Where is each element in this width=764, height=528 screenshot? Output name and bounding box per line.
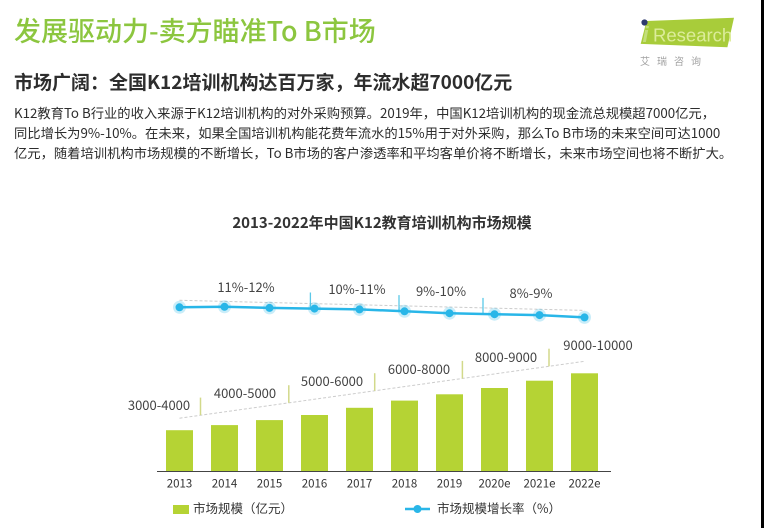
svg-text:市场规模增长率（%）: 市场规模增长率（%） — [437, 498, 561, 517]
svg-text:2022e: 2022e — [569, 476, 601, 492]
svg-text:Research: Research — [653, 25, 732, 46]
svg-text:2013: 2013 — [167, 476, 193, 492]
svg-text:10%-11%: 10%-11% — [328, 279, 385, 298]
svg-text:6000-8000: 6000-8000 — [388, 359, 450, 378]
svg-text:市场规模（亿元）: 市场规模（亿元） — [193, 498, 293, 517]
svg-text:8000-9000: 8000-9000 — [475, 347, 537, 366]
svg-text:2016: 2016 — [302, 476, 328, 492]
svg-text:5000-6000: 5000-6000 — [301, 371, 363, 390]
svg-text:i: i — [643, 22, 650, 47]
svg-text:4000-5000: 4000-5000 — [214, 383, 276, 402]
svg-text:9%-10%: 9%-10% — [416, 281, 466, 300]
svg-text:2014: 2014 — [212, 476, 238, 492]
svg-text:2020e: 2020e — [479, 476, 511, 492]
svg-text:2019: 2019 — [437, 476, 463, 492]
svg-text:2015: 2015 — [257, 476, 283, 492]
svg-text:8%-9%: 8%-9% — [510, 283, 553, 302]
svg-text:2017: 2017 — [347, 476, 373, 492]
svg-text:2021e: 2021e — [524, 476, 556, 492]
svg-text:11%-12%: 11%-12% — [217, 277, 274, 296]
svg-text:2018: 2018 — [392, 476, 418, 492]
svg-text:9000-10000: 9000-10000 — [563, 335, 632, 354]
svg-text:2013-2022年中国K12教育培训机构市场规模: 2013-2022年中国K12教育培训机构市场规模 — [232, 212, 531, 233]
svg-text:3000-4000: 3000-4000 — [128, 395, 190, 414]
